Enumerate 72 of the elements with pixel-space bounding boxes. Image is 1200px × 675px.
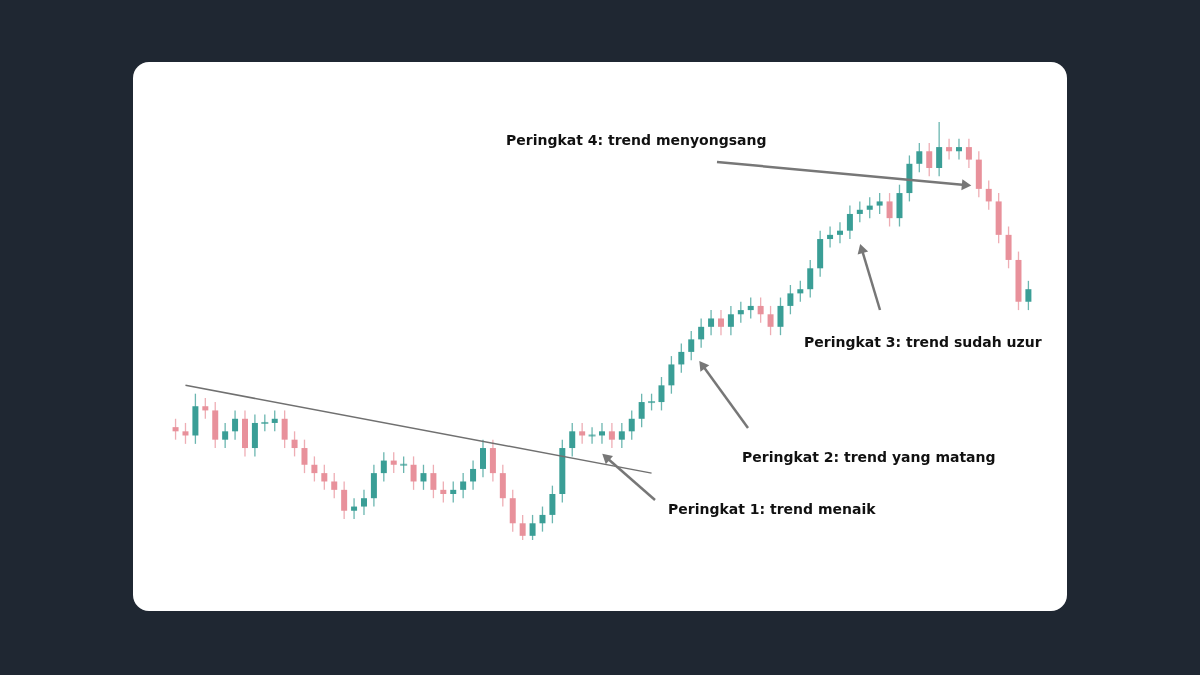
candlestick	[886, 192, 893, 228]
candlestick	[331, 472, 338, 499]
candlestick	[291, 430, 298, 458]
candlestick	[628, 409, 635, 441]
candlestick	[955, 138, 962, 161]
candlestick	[658, 376, 665, 412]
candlestick	[351, 497, 358, 520]
candlestick	[936, 121, 943, 177]
candlestick	[271, 409, 278, 432]
candlestick	[846, 204, 853, 240]
candlestick	[410, 455, 417, 491]
candlestick	[311, 455, 318, 483]
candlestick	[827, 225, 834, 249]
candlestick	[638, 393, 645, 428]
annotation: Peringkat 4: trend menyongsang	[506, 132, 767, 148]
candlestick	[440, 480, 447, 504]
candlestick	[985, 179, 992, 211]
candlestick	[608, 422, 615, 449]
candlestick	[232, 409, 239, 441]
candlestick	[946, 138, 953, 161]
candlestick	[767, 305, 774, 336]
candlestick	[380, 451, 387, 483]
candlestick	[757, 296, 764, 324]
candlestick	[172, 418, 179, 441]
candlestick	[321, 464, 328, 491]
candlestick	[460, 472, 467, 499]
candlestick	[539, 505, 546, 533]
candlestick	[926, 142, 933, 177]
candlestick	[549, 485, 556, 524]
candlestick	[598, 422, 605, 445]
candlestick	[708, 309, 715, 336]
candlestick	[390, 451, 397, 474]
candlestick	[727, 305, 734, 336]
candlestick	[807, 259, 814, 299]
candlestick	[965, 138, 972, 169]
candlestick	[450, 480, 457, 504]
candlestick	[717, 309, 724, 336]
candlestick	[479, 439, 486, 478]
candlestick	[281, 409, 288, 449]
candlestick	[301, 439, 308, 474]
annotation: Peringkat 3: trend sudah uzur	[804, 334, 1042, 350]
candlestick	[737, 301, 744, 324]
candlestick	[182, 422, 189, 445]
candlestick	[569, 422, 576, 458]
annotation: Peringkat 2: trend yang matang	[742, 449, 996, 465]
candlestick	[618, 422, 625, 449]
candlestick	[866, 196, 873, 219]
candlestick	[222, 422, 229, 449]
candlestick	[747, 296, 754, 320]
candlestick	[1025, 280, 1032, 311]
candlestick	[787, 284, 794, 315]
candlestick	[876, 192, 883, 215]
candlestick	[529, 514, 536, 541]
candlestick	[430, 464, 437, 499]
candlestick	[668, 355, 675, 395]
candlestick	[360, 489, 367, 516]
candlestick	[420, 464, 427, 491]
candlestick	[856, 200, 863, 223]
candlestick	[836, 221, 843, 244]
candlestick	[797, 280, 804, 303]
candlestick	[916, 142, 923, 173]
candlestick	[470, 459, 477, 491]
candlestick	[519, 514, 526, 541]
candlestick	[678, 342, 685, 374]
candlestick	[698, 317, 705, 349]
candlestick	[579, 422, 586, 445]
annotation: Peringkat 1: trend menaik	[668, 501, 877, 517]
candlestick	[341, 480, 348, 520]
candlestick	[588, 426, 596, 445]
candlestick	[777, 296, 784, 336]
candlestick	[688, 330, 695, 361]
candlestick	[202, 397, 209, 420]
